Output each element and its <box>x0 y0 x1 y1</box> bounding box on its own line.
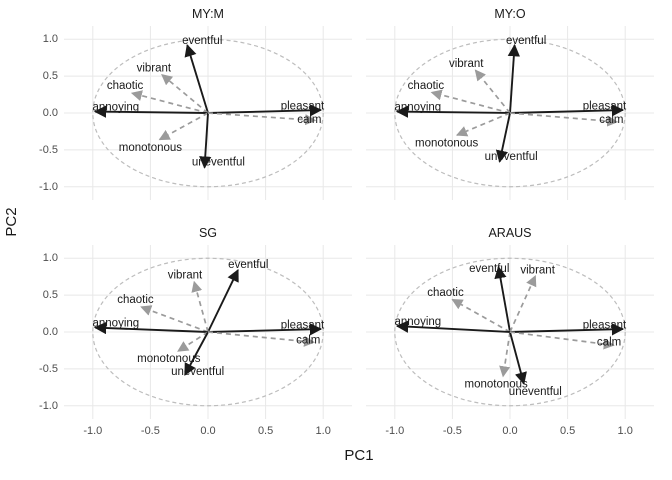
svg-text:chaotic: chaotic <box>107 80 144 92</box>
y-tick-label: 0.5 <box>42 70 58 83</box>
svg-text:uneventful: uneventful <box>192 157 245 169</box>
facet-title-araus: ARAUS <box>488 226 532 240</box>
svg-text:monotonous: monotonous <box>415 137 479 149</box>
x-tick-label: 0.5 <box>559 425 576 437</box>
svg-text:vibrant: vibrant <box>449 58 484 70</box>
svg-text:annoying: annoying <box>92 101 139 113</box>
y-tick-label: 0.0 <box>42 107 58 119</box>
facet-title-my-m: MY:M <box>192 7 224 21</box>
y-tick-label: 1.0 <box>42 252 58 265</box>
svg-text:annoying: annoying <box>394 316 441 328</box>
x-tick-label: 1.0 <box>315 425 331 437</box>
svg-text:eventful: eventful <box>182 35 222 47</box>
x-tick-label: 0.5 <box>257 425 274 437</box>
facet-title-my-o: MY:O <box>494 7 526 21</box>
svg-text:vibrant: vibrant <box>137 62 172 74</box>
svg-text:calm: calm <box>296 334 320 346</box>
svg-text:monotonous: monotonous <box>119 142 183 154</box>
x-tick-label: -0.5 <box>140 425 160 437</box>
svg-text:uneventful: uneventful <box>171 366 224 378</box>
y-tick-label: -0.5 <box>39 362 58 375</box>
svg-text:vibrant: vibrant <box>168 269 203 281</box>
svg-text:uneventful: uneventful <box>485 151 538 163</box>
svg-text:eventful: eventful <box>506 35 546 47</box>
svg-text:calm: calm <box>599 114 623 126</box>
y-tick-label: 0.5 <box>42 289 58 302</box>
y-tick-label: -1.0 <box>39 399 58 412</box>
svg-text:chaotic: chaotic <box>117 294 154 306</box>
y-tick-label: -1.0 <box>39 180 58 193</box>
svg-text:pleasant: pleasant <box>583 320 627 332</box>
y-tick-label: 0.0 <box>42 326 58 338</box>
x-tick-label: 0.0 <box>502 425 518 437</box>
svg-text:chaotic: chaotic <box>427 287 464 299</box>
pca-panel-my-o: eventful vibrant chaotic annoying monotonous… <box>366 26 654 200</box>
x-tick-label: -1.0 <box>385 425 405 437</box>
svg-text:eventful: eventful <box>228 259 268 271</box>
svg-text:pleasant: pleasant <box>281 101 325 113</box>
svg-text:annoying: annoying <box>92 317 139 329</box>
pca-panel-araus: eventful vibrant chaotic annoying monotonous… <box>366 245 654 419</box>
y-axis-label: PC2 <box>3 207 20 237</box>
svg-text:eventful: eventful <box>469 263 509 275</box>
facet-title-sg: SG <box>198 226 218 240</box>
svg-text:monotonous: monotonous <box>465 379 529 391</box>
svg-text:chaotic: chaotic <box>408 80 445 92</box>
svg-text:annoying: annoying <box>394 101 441 113</box>
pca-panel-my-m: eventful vibrant chaotic annoying monotonous… <box>64 26 352 200</box>
x-tick-label: -0.5 <box>442 425 462 437</box>
x-tick-label: 0.0 <box>200 425 216 437</box>
svg-text:vibrant: vibrant <box>520 264 555 276</box>
y-tick-label: 1.0 <box>42 33 58 46</box>
x-axis-label: PC1 <box>344 447 374 464</box>
x-tick-label: -1.0 <box>83 425 103 437</box>
x-tick-label: 1.0 <box>617 425 633 437</box>
y-tick-label: -0.5 <box>39 143 58 156</box>
pca-panel-sg: eventful vibrant chaotic annoying monotonous… <box>64 245 352 419</box>
svg-text:calm: calm <box>597 337 621 349</box>
svg-text:pleasant: pleasant <box>281 320 325 332</box>
svg-text:monotonous: monotonous <box>137 353 201 365</box>
svg-text:pleasant: pleasant <box>583 101 627 113</box>
svg-text:calm: calm <box>297 114 321 126</box>
svg-text:uneventful: uneventful <box>509 386 562 398</box>
